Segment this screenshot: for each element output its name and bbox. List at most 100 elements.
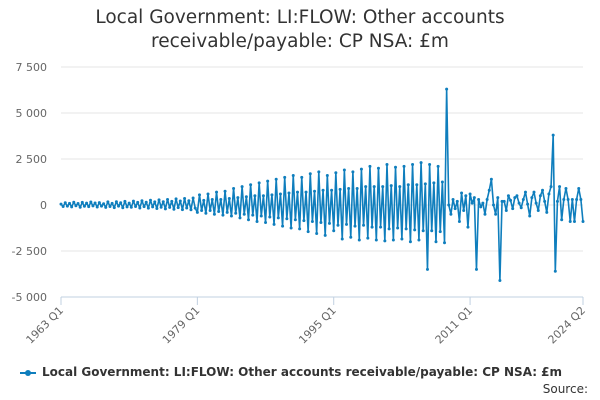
data-point[interactable] [530, 196, 534, 200]
data-point[interactable] [174, 197, 178, 201]
data-point[interactable] [489, 177, 493, 181]
data-point[interactable] [123, 199, 127, 203]
data-point[interactable] [89, 200, 93, 204]
data-point[interactable] [396, 226, 400, 230]
data-point[interactable] [509, 198, 513, 202]
data-point[interactable] [153, 200, 157, 204]
data-point[interactable] [306, 230, 310, 234]
data-point[interactable] [575, 197, 579, 201]
data-point[interactable] [325, 174, 329, 178]
data-point[interactable] [210, 197, 214, 201]
data-point[interactable] [381, 185, 385, 189]
data-point[interactable] [102, 202, 106, 206]
data-point[interactable] [549, 185, 553, 189]
data-point[interactable] [519, 206, 523, 210]
data-point[interactable] [240, 185, 244, 189]
data-point[interactable] [168, 205, 172, 209]
data-point[interactable] [374, 238, 378, 242]
data-point[interactable] [319, 220, 323, 224]
data-point[interactable] [536, 209, 540, 213]
data-point[interactable] [266, 179, 270, 183]
data-point[interactable] [142, 205, 146, 209]
data-point[interactable] [219, 197, 223, 201]
data-point[interactable] [545, 210, 549, 214]
data-point[interactable] [97, 201, 101, 205]
data-point[interactable] [453, 207, 457, 211]
data-point[interactable] [570, 197, 574, 201]
data-point[interactable] [166, 197, 170, 201]
data-point[interactable] [189, 208, 193, 212]
data-point[interactable] [61, 204, 65, 208]
data-point[interactable] [511, 207, 515, 211]
data-point[interactable] [338, 187, 342, 191]
data-point[interactable] [555, 199, 559, 203]
data-point[interactable] [148, 198, 152, 202]
data-point[interactable] [474, 267, 478, 271]
data-point[interactable] [406, 183, 410, 187]
data-point[interactable] [119, 201, 123, 205]
data-point[interactable] [215, 190, 219, 194]
data-point[interactable] [504, 209, 508, 213]
data-point[interactable] [368, 164, 372, 168]
data-point[interactable] [212, 212, 216, 216]
data-point[interactable] [394, 165, 398, 169]
data-point[interactable] [276, 216, 280, 220]
data-point[interactable] [315, 232, 319, 236]
data-point[interactable] [466, 225, 470, 229]
data-point[interactable] [229, 214, 233, 218]
data-point[interactable] [157, 198, 161, 202]
data-point[interactable] [108, 204, 112, 208]
data-point[interactable] [255, 220, 259, 224]
data-point[interactable] [313, 189, 317, 193]
data-point[interactable] [379, 225, 383, 229]
data-point[interactable] [281, 224, 285, 228]
data-point[interactable] [419, 161, 423, 165]
data-point[interactable] [246, 218, 250, 222]
data-point[interactable] [236, 196, 240, 200]
data-point[interactable] [217, 209, 221, 213]
data-point[interactable] [298, 227, 302, 231]
data-point[interactable] [110, 201, 114, 205]
data-point[interactable] [170, 199, 174, 203]
data-point[interactable] [129, 205, 133, 209]
data-point[interactable] [408, 240, 412, 244]
data-point[interactable] [581, 220, 585, 224]
data-point[interactable] [481, 201, 485, 205]
data-point[interactable] [362, 223, 366, 227]
data-point[interactable] [370, 225, 374, 229]
data-point[interactable] [470, 201, 474, 205]
data-point[interactable] [95, 205, 99, 209]
data-point[interactable] [251, 213, 255, 217]
data-point[interactable] [296, 190, 299, 194]
data-point[interactable] [85, 201, 89, 205]
data-point[interactable] [289, 226, 293, 230]
data-point[interactable] [487, 188, 491, 192]
data-point[interactable] [349, 235, 353, 239]
data-point[interactable] [568, 220, 572, 224]
data-point[interactable] [445, 87, 449, 91]
data-point[interactable] [496, 196, 500, 200]
data-point[interactable] [140, 199, 144, 203]
data-point[interactable] [70, 205, 74, 209]
data-point[interactable] [134, 204, 138, 208]
data-point[interactable] [72, 200, 76, 204]
data-point[interactable] [564, 186, 568, 190]
data-point[interactable] [432, 181, 436, 185]
data-point[interactable] [121, 206, 125, 210]
data-point[interactable] [104, 205, 108, 209]
data-point[interactable] [566, 197, 570, 201]
data-point[interactable] [302, 219, 306, 223]
data-point[interactable] [74, 204, 78, 208]
data-point[interactable] [202, 198, 206, 202]
data-point[interactable] [259, 214, 263, 218]
data-point[interactable] [391, 238, 395, 242]
data-point[interactable] [264, 220, 268, 224]
data-point[interactable] [366, 236, 370, 240]
data-point[interactable] [334, 171, 338, 175]
data-point[interactable] [274, 177, 278, 181]
legend[interactable]: Local Government: LI:FLOW: Other account… [20, 365, 562, 379]
data-point[interactable] [387, 227, 391, 231]
data-point[interactable] [513, 196, 517, 200]
data-point[interactable] [180, 208, 184, 212]
data-point[interactable] [502, 199, 506, 203]
